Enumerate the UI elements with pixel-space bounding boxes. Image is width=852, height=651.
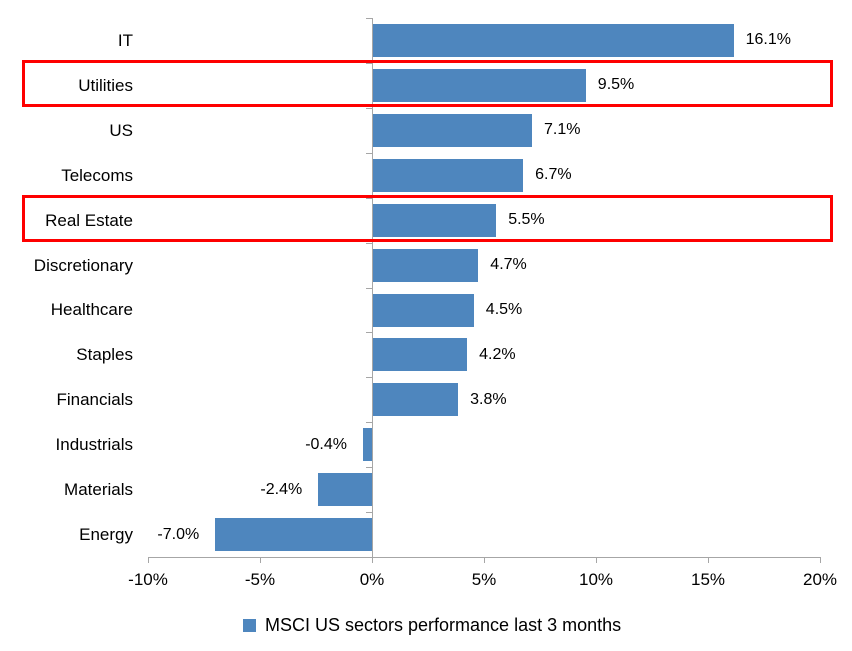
value-axis-tick-label: 5% — [471, 570, 497, 589]
bar-materials — [318, 473, 372, 507]
bar-telecoms — [373, 158, 524, 192]
value-axis-tick — [708, 557, 709, 563]
category-label-industrials: Industrials — [55, 435, 133, 455]
bar-real-estate — [373, 203, 497, 237]
value-label-industrials: -0.4% — [305, 435, 347, 453]
value-label-discretionary: 4.7% — [490, 256, 527, 274]
bar-us — [373, 113, 532, 147]
category-label-materials: Materials — [64, 480, 133, 500]
bar-financials — [373, 383, 459, 417]
bar-energy — [215, 518, 372, 551]
value-axis-tick — [372, 557, 373, 563]
bar-utilities — [373, 68, 586, 102]
bar-staples — [373, 338, 468, 372]
category-label-it: IT — [117, 30, 133, 50]
legend: MSCI US sectors performance last 3 month… — [243, 612, 621, 638]
category-axis-tick — [366, 377, 372, 379]
value-axis-tick — [820, 557, 821, 563]
value-axis-tick-label: 0% — [359, 570, 385, 589]
category-label-financials: Financials — [56, 390, 133, 410]
value-label-financials: 3.8% — [470, 390, 507, 408]
legend-swatch-icon — [243, 618, 256, 632]
value-label-telecoms: 6.7% — [535, 166, 572, 184]
value-label-utilities: 9.5% — [597, 76, 635, 94]
category-axis-tick — [366, 512, 372, 514]
value-axis-tick — [596, 557, 597, 563]
bar-industrials — [363, 428, 372, 462]
value-axis-tick-label: -5% — [244, 570, 276, 589]
value-axis-tick-label: 10% — [578, 570, 614, 589]
value-axis-tick — [260, 557, 261, 563]
category-label-telecoms: Telecoms — [61, 165, 133, 185]
category-axis-tick — [366, 18, 372, 19]
value-label-it: 16.1% — [745, 31, 791, 49]
category-axis-tick — [366, 152, 372, 154]
category-label-discretionary: Discretionary — [33, 255, 133, 275]
value-axis-tick-label: -10% — [128, 570, 168, 589]
category-axis-line — [372, 18, 373, 557]
highlight-box-utilities — [22, 60, 833, 107]
category-label-energy: Energy — [79, 525, 133, 545]
bar-it — [373, 24, 734, 57]
category-label-real-estate: Real Estate — [45, 210, 133, 230]
value-axis-tick — [484, 557, 485, 563]
category-axis-tick — [366, 467, 372, 469]
category-axis-tick — [366, 107, 372, 109]
category-axis-tick — [366, 422, 372, 424]
category-axis-tick — [366, 242, 372, 244]
category-label-healthcare: Healthcare — [50, 300, 133, 320]
legend-label: MSCI US sectors performance last 3 month… — [265, 615, 622, 635]
category-axis-tick — [366, 332, 372, 334]
bar-discretionary — [373, 248, 479, 282]
highlight-box-real-estate — [22, 195, 833, 242]
value-axis-tick-label: 15% — [690, 570, 726, 589]
value-axis-line — [148, 557, 821, 558]
value-label-real-estate: 5.5% — [508, 211, 545, 229]
category-label-staples: Staples — [76, 345, 133, 365]
value-axis-tick — [148, 557, 149, 563]
category-label-utilities: Utilities — [78, 75, 133, 95]
value-label-healthcare: 4.5% — [485, 300, 523, 318]
value-label-staples: 4.2% — [479, 345, 516, 363]
value-label-energy: -7.0% — [157, 525, 200, 543]
value-label-materials: -2.4% — [260, 480, 303, 498]
category-axis-tick — [366, 287, 372, 289]
bar-healthcare — [373, 293, 474, 327]
category-label-us: US — [109, 120, 133, 140]
value-axis-tick-label: 20% — [802, 570, 838, 589]
value-label-us: 7.1% — [544, 121, 581, 139]
